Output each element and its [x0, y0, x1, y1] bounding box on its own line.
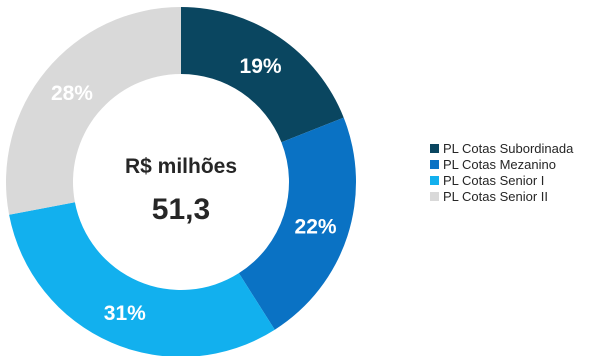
legend-item-3: PL Cotas Senior I [430, 172, 573, 188]
legend-label: PL Cotas Mezanino [443, 156, 556, 172]
legend-label: PL Cotas Senior I [443, 172, 545, 188]
center-title: R$ milhões [124, 155, 238, 178]
donut-slice-2 [238, 117, 356, 330]
donut-slice-1 [181, 7, 344, 143]
slice-label-3: 31% [104, 302, 146, 325]
donut-slice-3 [9, 202, 275, 356]
legend: PL Cotas Subordinada PL Cotas Mezanino PL … [430, 140, 573, 204]
legend-swatch [430, 175, 439, 185]
legend-swatch [430, 159, 439, 169]
legend-swatch [430, 191, 439, 201]
slice-label-1: 19% [240, 55, 282, 78]
slice-label-2: 22% [295, 216, 337, 239]
legend-label: PL Cotas Subordinada [443, 140, 574, 156]
center-value: 51,3 [151, 193, 211, 226]
legend-swatch [430, 143, 439, 153]
legend-item-2: PL Cotas Mezanino [430, 156, 573, 172]
legend-label: PL Cotas Senior II [443, 188, 549, 204]
donut-slice-4 [5, 7, 181, 215]
slice-label-4: 28% [51, 82, 93, 105]
legend-item-4: PL Cotas Senior II [430, 188, 573, 204]
legend-item-1: PL Cotas Subordinada [430, 140, 573, 156]
